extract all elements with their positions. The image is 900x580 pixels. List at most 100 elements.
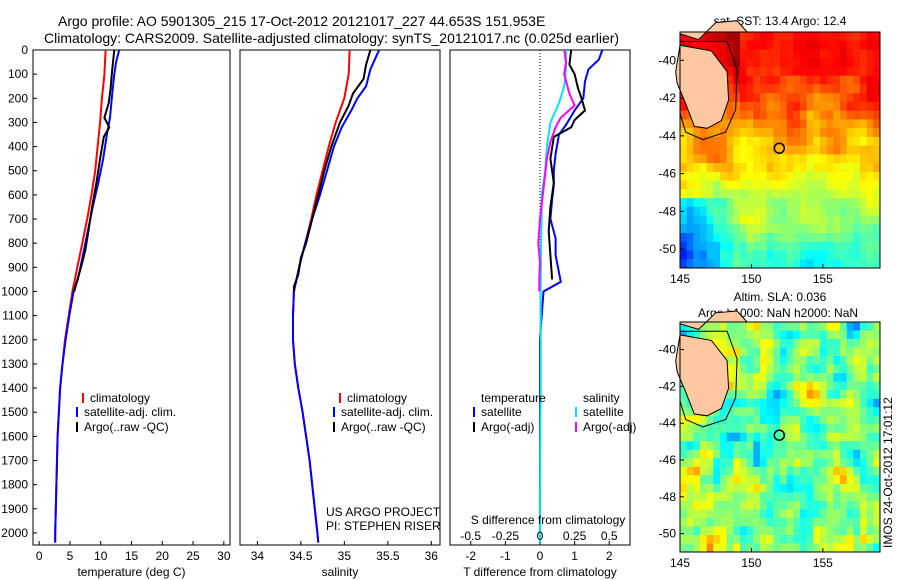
- map-cell: [846, 241, 854, 251]
- map-cell: [873, 259, 881, 269]
- map-cell: [773, 259, 781, 269]
- map-cell: [733, 407, 741, 417]
- map-cell: [853, 339, 861, 348]
- map-cell: [786, 330, 794, 340]
- map-cell: [860, 93, 868, 103]
- map-cell: [760, 110, 768, 120]
- map-cell: [813, 322, 821, 331]
- map-cell: [840, 250, 848, 260]
- map-cell: [753, 330, 761, 340]
- map-cell: [860, 458, 868, 468]
- map-cell: [733, 347, 741, 357]
- map-cell: [873, 128, 881, 138]
- map-cell: [780, 40, 788, 50]
- map-cell: [733, 330, 741, 340]
- map-cell: [820, 517, 828, 527]
- map-cell: [840, 466, 848, 476]
- map-cell: [833, 475, 841, 485]
- map-cell: [733, 171, 741, 182]
- map-cell: [700, 330, 708, 340]
- map-cell: [793, 163, 801, 173]
- x-tick-label: 5: [67, 549, 74, 563]
- map-cell: [873, 543, 881, 553]
- map-cell: [806, 198, 814, 208]
- map-cell: [693, 535, 701, 544]
- map-cell: [706, 198, 714, 208]
- map-cell: [866, 500, 874, 510]
- map-cell: [713, 432, 721, 442]
- map-cell: [786, 119, 794, 129]
- map-cell: [726, 40, 734, 50]
- map-cell: [733, 322, 741, 331]
- map-cell: [766, 381, 774, 391]
- map-cell: [726, 241, 734, 251]
- map-cell: [780, 93, 788, 103]
- map-cell: [833, 250, 841, 260]
- map-cell: [866, 356, 874, 366]
- map-cell: [833, 390, 841, 400]
- map-cell: [680, 154, 688, 164]
- map-cell: [720, 483, 728, 493]
- map-cell: [740, 390, 748, 400]
- map-cell: [873, 415, 881, 425]
- map-cell: [746, 40, 754, 50]
- map-cell: [733, 415, 741, 425]
- map-cell: [700, 136, 708, 147]
- map-cell: [680, 171, 688, 182]
- map-cell: [873, 110, 881, 120]
- map-cell: [720, 32, 728, 42]
- map-cell: [713, 241, 721, 251]
- map-cell: [786, 500, 794, 510]
- map-cell: [820, 110, 828, 120]
- map-cell: [746, 390, 754, 400]
- map-cell: [740, 415, 748, 425]
- map-cell: [813, 250, 821, 260]
- map-cell: [840, 364, 848, 374]
- map-cell: [706, 492, 714, 502]
- map-cell: [706, 449, 714, 459]
- map-cell: [786, 526, 794, 536]
- map-cell: [740, 373, 748, 383]
- map-cell: [720, 250, 728, 260]
- map-cell: [833, 466, 841, 476]
- map-cell: [773, 136, 781, 147]
- map-cell: [773, 364, 781, 374]
- map-cell: [686, 259, 694, 269]
- map-cell: [800, 373, 808, 383]
- map-cell: [700, 535, 708, 544]
- map-cell: [773, 458, 781, 468]
- map-cell: [800, 171, 808, 182]
- map-cell: [853, 424, 861, 434]
- map-cell: [733, 500, 741, 510]
- map-cell: [846, 339, 854, 348]
- y-tick-label: 500: [8, 164, 28, 178]
- map-cell: [686, 407, 694, 417]
- map-cell: [706, 180, 714, 190]
- map-cell: [766, 466, 774, 476]
- map-cell: [840, 322, 848, 331]
- map-cell: [806, 415, 814, 425]
- map-cell: [733, 466, 741, 476]
- map-cell: [846, 189, 854, 199]
- map-cell: [733, 241, 741, 251]
- series-line-argorawqc: [292, 49, 372, 292]
- map-cell: [780, 128, 788, 138]
- map-cell: [700, 526, 708, 536]
- map-cell: [873, 364, 881, 374]
- map-cell: [706, 543, 714, 553]
- map-cell: [853, 215, 861, 225]
- map-cell: [793, 390, 801, 400]
- map-cell: [813, 458, 821, 468]
- map-cell: [680, 198, 688, 208]
- map-cell: [813, 128, 821, 138]
- map-cell: [846, 101, 854, 112]
- map-cell: [860, 84, 868, 94]
- map-cell: [700, 198, 708, 208]
- map-cell: [846, 509, 854, 519]
- map-cell: [726, 128, 734, 138]
- map-cell: [733, 398, 741, 408]
- map-cell: [873, 381, 881, 391]
- map-cell: [780, 330, 788, 340]
- map-cell: [800, 128, 808, 138]
- map-cell: [740, 398, 748, 408]
